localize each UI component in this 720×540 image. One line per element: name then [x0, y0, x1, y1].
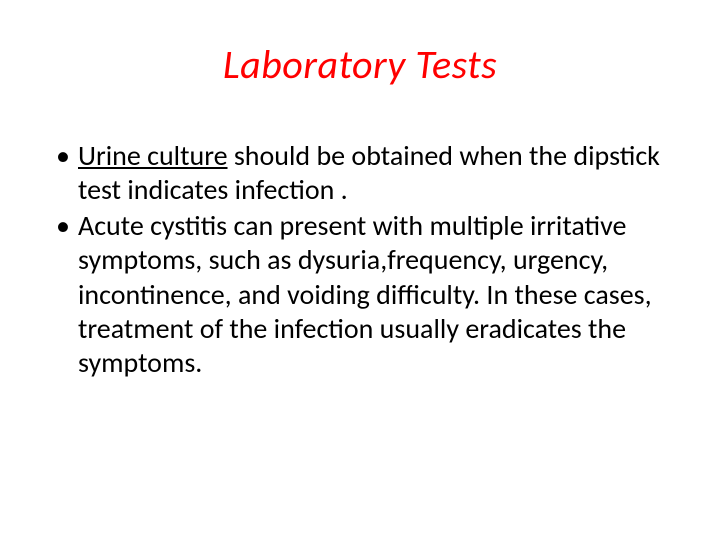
bullet-list: Urine culture should be obtained when th… — [50, 139, 670, 380]
slide-title: Laboratory Tests — [50, 40, 670, 89]
underlined-term: Urine culture — [78, 138, 228, 173]
list-item: Acute cystitis can present with multiple… — [50, 209, 670, 380]
list-item: Urine culture should be obtained when th… — [50, 139, 670, 207]
bullet-text: Acute cystitis can present with multiple… — [78, 208, 652, 380]
slide: Laboratory Tests Urine culture should be… — [0, 0, 720, 540]
